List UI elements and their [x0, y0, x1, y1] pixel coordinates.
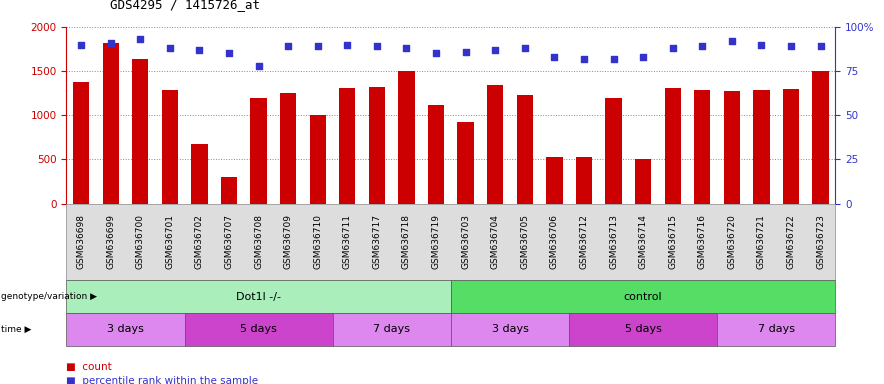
- Bar: [694, 91, 711, 204]
- Text: GSM636709: GSM636709: [284, 214, 293, 270]
- Text: 7 days: 7 days: [373, 324, 410, 334]
- Point: [459, 48, 473, 55]
- Text: GSM636704: GSM636704: [491, 215, 499, 269]
- Text: GDS4295 / 1415726_at: GDS4295 / 1415726_at: [110, 0, 261, 12]
- Point: [666, 45, 680, 51]
- Text: GSM636707: GSM636707: [225, 214, 233, 270]
- Bar: [665, 88, 681, 204]
- Bar: [280, 93, 296, 204]
- Text: 7 days: 7 days: [758, 324, 795, 334]
- Bar: [369, 87, 385, 204]
- Bar: [339, 88, 355, 204]
- Point: [370, 43, 384, 50]
- Text: GSM636702: GSM636702: [194, 215, 204, 269]
- Text: 3 days: 3 days: [492, 324, 529, 334]
- Bar: [103, 43, 118, 204]
- Text: Dot1l -/-: Dot1l -/-: [236, 291, 281, 302]
- Bar: [458, 122, 474, 204]
- Bar: [309, 115, 326, 204]
- Bar: [516, 95, 533, 204]
- Point: [725, 38, 739, 44]
- Bar: [399, 71, 415, 204]
- Bar: [132, 59, 149, 204]
- Text: GSM636720: GSM636720: [728, 215, 736, 269]
- Bar: [575, 157, 592, 204]
- Text: GSM636708: GSM636708: [254, 214, 263, 270]
- Point: [429, 50, 443, 56]
- Point: [310, 43, 324, 50]
- Point: [163, 45, 177, 51]
- Text: GSM636715: GSM636715: [668, 214, 677, 270]
- Bar: [428, 106, 444, 204]
- Bar: [73, 82, 89, 204]
- Point: [784, 43, 798, 50]
- Text: GSM636706: GSM636706: [550, 214, 559, 270]
- Text: control: control: [624, 291, 662, 302]
- Bar: [812, 71, 828, 204]
- Point: [340, 41, 354, 48]
- Text: GSM636717: GSM636717: [372, 214, 381, 270]
- Text: GSM636718: GSM636718: [402, 214, 411, 270]
- Text: GSM636712: GSM636712: [579, 215, 589, 269]
- Text: GSM636701: GSM636701: [165, 214, 174, 270]
- Text: GSM636721: GSM636721: [757, 215, 766, 269]
- Text: ■  count: ■ count: [66, 362, 112, 372]
- Bar: [753, 91, 770, 204]
- Text: GSM636713: GSM636713: [609, 214, 618, 270]
- Point: [222, 50, 236, 56]
- Text: GSM636698: GSM636698: [77, 214, 86, 270]
- Text: 5 days: 5 days: [240, 324, 277, 334]
- Point: [695, 43, 709, 50]
- Point: [547, 54, 561, 60]
- Text: GSM636716: GSM636716: [697, 214, 707, 270]
- Point: [103, 40, 118, 46]
- Point: [577, 56, 591, 62]
- Text: GSM636722: GSM636722: [787, 215, 796, 269]
- Bar: [546, 157, 562, 204]
- Bar: [191, 144, 208, 204]
- Text: GSM636719: GSM636719: [431, 214, 440, 270]
- Point: [606, 56, 621, 62]
- Point: [754, 41, 768, 48]
- Bar: [606, 98, 621, 204]
- Bar: [250, 98, 267, 204]
- Text: GSM636723: GSM636723: [816, 215, 825, 269]
- Text: GSM636714: GSM636714: [638, 215, 648, 269]
- Point: [518, 45, 532, 51]
- Point: [252, 63, 266, 69]
- Bar: [162, 91, 178, 204]
- Point: [133, 36, 148, 42]
- Text: GSM636699: GSM636699: [106, 214, 115, 270]
- Point: [193, 47, 207, 53]
- Text: GSM636700: GSM636700: [136, 214, 145, 270]
- Text: 3 days: 3 days: [107, 324, 144, 334]
- Bar: [487, 85, 503, 204]
- Bar: [221, 177, 237, 204]
- Point: [400, 45, 414, 51]
- Text: genotype/variation ▶: genotype/variation ▶: [1, 292, 97, 301]
- Text: GSM636711: GSM636711: [343, 214, 352, 270]
- Text: ■  percentile rank within the sample: ■ percentile rank within the sample: [66, 376, 258, 384]
- Point: [281, 43, 295, 50]
- Point: [813, 43, 827, 50]
- Text: GSM636705: GSM636705: [521, 214, 530, 270]
- Bar: [635, 159, 652, 204]
- Point: [74, 41, 88, 48]
- Point: [488, 47, 502, 53]
- Text: 5 days: 5 days: [625, 324, 661, 334]
- Bar: [783, 89, 799, 204]
- Point: [636, 54, 651, 60]
- Text: GSM636703: GSM636703: [461, 214, 470, 270]
- Text: GSM636710: GSM636710: [313, 214, 323, 270]
- Text: time ▶: time ▶: [1, 325, 31, 334]
- Bar: [724, 91, 740, 204]
